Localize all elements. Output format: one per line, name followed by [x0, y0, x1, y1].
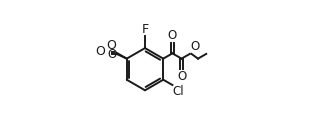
Text: O: O	[108, 48, 117, 61]
Text: O: O	[95, 45, 105, 58]
Text: Cl: Cl	[173, 85, 184, 98]
Text: O: O	[177, 69, 186, 82]
Text: O: O	[168, 29, 177, 42]
Text: O: O	[190, 40, 200, 53]
Text: O: O	[106, 39, 116, 52]
Text: F: F	[141, 23, 148, 36]
